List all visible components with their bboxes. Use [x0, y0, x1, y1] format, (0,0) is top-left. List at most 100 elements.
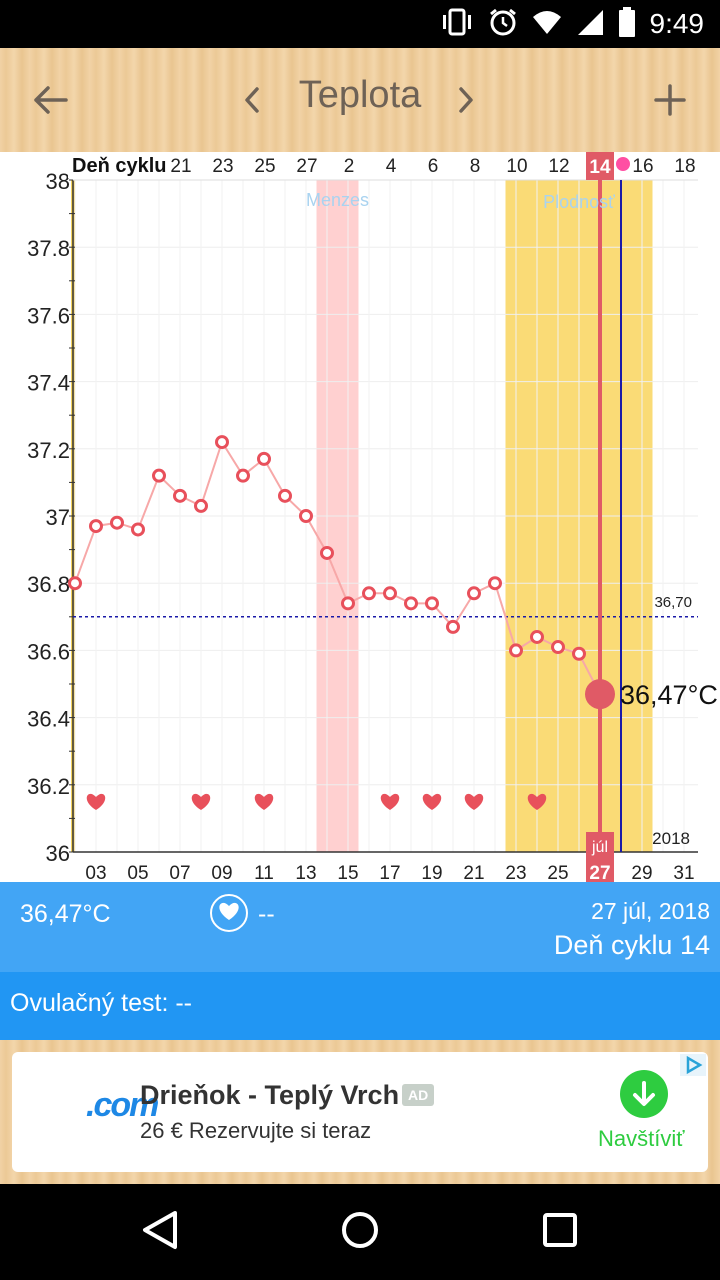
y-tick-label: 37 [46, 505, 70, 530]
intercourse-heart-icon [527, 793, 547, 810]
cycle-day-tick: 6 [428, 156, 439, 177]
intercourse-heart-icon [464, 793, 484, 810]
temperature-point[interactable] [257, 451, 271, 466]
temperature-point[interactable] [551, 640, 565, 655]
temperature-point[interactable] [89, 519, 103, 534]
temperature-point[interactable] [299, 509, 313, 523]
temperature-point[interactable] [572, 646, 586, 661]
y-tick-label: 38 [46, 169, 70, 194]
intercourse-heart-icon [86, 793, 106, 810]
temperature-point[interactable] [173, 488, 187, 503]
ovulation-test-panel[interactable]: Ovulačný test: -- [0, 972, 720, 1040]
fertility-label: Plodnosť [543, 192, 615, 212]
temperature-point[interactable] [341, 596, 355, 611]
temperature-point[interactable] [488, 576, 502, 591]
coverline-label: 36,70 [654, 594, 692, 611]
y-tick-label: 36.4 [27, 707, 70, 732]
temperature-point[interactable] [131, 522, 145, 537]
temperature-chart-svg[interactable]: 3837.837.637.437.23736.836.636.436.23621… [0, 152, 720, 884]
cycle-day-tick: 2 [344, 156, 355, 177]
top-axis-label: Deň cyklu [72, 155, 166, 177]
nav-back-button[interactable] [136, 1208, 184, 1256]
temperature-point[interactable] [446, 619, 460, 634]
temperature-point[interactable] [425, 596, 439, 611]
date-tick: 13 [295, 863, 316, 882]
chevron-left-icon [242, 86, 262, 114]
add-button[interactable] [640, 70, 700, 130]
y-tick-label: 37.6 [27, 303, 70, 328]
temperature-point[interactable] [110, 515, 124, 530]
cycle-day-tick: 8 [470, 156, 481, 177]
temperature-point[interactable] [383, 586, 397, 601]
back-arrow-icon [32, 85, 68, 115]
ad-area: .com Drieňok - Teplý Vrch AD 26 € Rezerv… [0, 1040, 720, 1184]
previous-cycle-button[interactable] [222, 70, 282, 130]
temperature-point[interactable] [215, 435, 229, 450]
day-info-panel[interactable]: 36,47°C -- 27 júl, 2018 Deň cyklu 14 [0, 882, 720, 972]
ad-logo: .com [86, 1086, 159, 1124]
download-arrow-icon[interactable] [620, 1070, 668, 1118]
y-tick-label: 36.2 [27, 774, 70, 799]
ad-card[interactable]: .com Drieňok - Teplý Vrch AD 26 € Rezerv… [12, 1052, 708, 1172]
cycle-day-tick: 12 [548, 156, 569, 177]
temperature-chart[interactable]: 38 37.8 37.6 37.4 37.2 37 36.8 36.6 36.4 36.2 36 21… [0, 152, 720, 884]
app-bar: Teplota [0, 48, 720, 152]
selected-date: 27 júl, 2018 [591, 898, 710, 924]
y-tick-label: 37.8 [27, 236, 70, 261]
selected-temperature: 36,47°C [20, 900, 111, 928]
next-cycle-button[interactable] [436, 70, 496, 130]
temperature-point[interactable] [68, 576, 82, 591]
selected-month-label: júl [591, 839, 608, 856]
temperature-point[interactable] [278, 488, 292, 503]
intercourse-heart-icon [191, 793, 211, 810]
ad-title[interactable]: Drieňok - Teplý Vrch [140, 1080, 400, 1110]
back-triangle-icon [141, 1210, 179, 1255]
date-tick: 17 [379, 863, 400, 882]
plus-icon [654, 84, 686, 116]
temperature-point[interactable] [530, 629, 544, 644]
alarm-icon [488, 7, 518, 42]
y-tick-label: 37.2 [27, 438, 70, 463]
year-label: 2018 [652, 829, 690, 848]
temperature-point[interactable] [152, 468, 166, 483]
intercourse-button[interactable] [210, 894, 248, 932]
cycle-day-tick: 23 [212, 156, 233, 177]
y-tick-label: 36 [46, 841, 70, 866]
cycle-day-tick: 18 [674, 156, 695, 177]
selected-cycle-day-label: 14 [589, 157, 611, 178]
date-tick: 11 [254, 863, 274, 882]
ovulation-dot [614, 155, 632, 173]
cycle-day-tick: 21 [170, 156, 191, 177]
date-tick: 07 [169, 863, 190, 882]
intercourse-heart-icon [380, 793, 400, 810]
temperature-point[interactable] [236, 468, 250, 483]
y-tick-label: 36.8 [27, 572, 70, 597]
selected-cycle-day-badge [586, 152, 614, 180]
date-tick: 09 [211, 863, 232, 882]
nav-home-button[interactable] [336, 1208, 384, 1256]
temperature-point[interactable] [467, 586, 481, 601]
selected-date-badge [586, 832, 614, 882]
wifi-icon [532, 9, 562, 40]
status-bar: 9:49 [0, 0, 720, 48]
selected-temperature-label: 36,47°C [620, 680, 718, 710]
battery-icon [618, 6, 636, 42]
ad-choices-icon[interactable] [680, 1054, 706, 1076]
temperature-point[interactable] [362, 586, 376, 601]
chevron-right-icon [456, 86, 476, 114]
date-tick: 19 [421, 863, 442, 882]
temperature-point[interactable] [320, 545, 334, 560]
selected-temperature-point[interactable] [585, 679, 615, 710]
date-tick: 29 [631, 863, 652, 882]
temperature-point[interactable] [404, 596, 418, 611]
date-tick: 25 [547, 863, 568, 882]
cycle-day-tick: 10 [506, 156, 527, 177]
ad-visit-button[interactable]: Navštíviť [598, 1126, 685, 1151]
nav-recents-button[interactable] [536, 1208, 584, 1256]
page-title: Teplota [298, 74, 422, 116]
intercourse-value: -- [258, 900, 275, 928]
temperature-point[interactable] [194, 498, 208, 513]
temperature-point[interactable] [509, 643, 523, 658]
y-tick-label: 36.6 [27, 639, 70, 664]
back-button[interactable] [20, 70, 80, 130]
